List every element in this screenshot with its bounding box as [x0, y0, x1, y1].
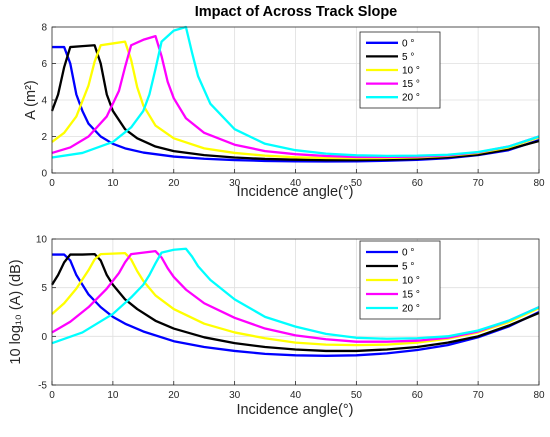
x-tick-label-bottom: 10: [107, 390, 119, 401]
x-tick-label-bottom: 50: [351, 390, 363, 401]
x-tick-label-bottom: 20: [168, 390, 180, 401]
y-tick-label-top: 8: [41, 23, 47, 34]
legend-label-top-2: 10 °: [402, 66, 420, 77]
y-tick-label-top: 0: [41, 169, 47, 180]
y-axis-label-bottom: 10 log₁₀ (A) (dB): [8, 259, 24, 364]
y-tick-label-bottom: 5: [41, 283, 47, 294]
x-tick-label-top: 50: [351, 178, 363, 189]
series-line-bottom-3: [51, 250, 540, 343]
legend-top: 0 ° 5 ° 10 ° 15 ° 20 °: [359, 31, 441, 109]
x-tick-label-bottom: 60: [412, 390, 424, 401]
x-tick-label-top: 10: [107, 178, 119, 189]
y-tick-label-top: 6: [41, 59, 47, 70]
x-tick-label-top: 30: [229, 178, 241, 189]
legend-label-top-1: 5 °: [402, 52, 414, 63]
x-axis-label-top: Incidence angle(°): [236, 184, 353, 200]
ticks-top: 0 10 20 30 40 50 60 70 80 0 2 4 6 8: [41, 23, 545, 190]
x-tick-label-bottom: 30: [229, 390, 241, 401]
legend-bottom: 0 ° 5 ° 10 ° 15 ° 20 °: [359, 240, 441, 320]
x-tick-label-top: 40: [290, 178, 302, 189]
x-tick-label-top: 70: [473, 178, 485, 189]
figure-title: Impact of Across Track Slope: [195, 4, 398, 20]
series-line-top-1: [50, 44, 540, 162]
y-tick-label-top: 4: [41, 96, 47, 107]
x-tick-label-top: 0: [49, 178, 55, 189]
x-tick-label-top: 60: [412, 178, 424, 189]
x-tick-label-bottom: 0: [49, 390, 55, 401]
x-tick-label-top: 80: [533, 178, 545, 189]
legend-label-top-3: 15 °: [402, 79, 420, 90]
y-tick-label-bottom: 10: [36, 235, 48, 246]
x-tick-label-bottom: 80: [533, 390, 545, 401]
x-axis-label-bottom: Incidence angle(°): [236, 402, 353, 418]
x-tick-label-bottom: 40: [290, 390, 302, 401]
chart-top: 0 10 20 30 40 50 60 70 80 0 2 4 6 8 Incidence angle(°…: [23, 23, 545, 201]
y-tick-label-top: 2: [41, 132, 47, 143]
legend-label-bottom-2: 10 °: [402, 276, 420, 287]
series-group-bottom: [51, 247, 540, 357]
series-group-top: [50, 25, 540, 163]
y-tick-label-bottom: 0: [41, 332, 47, 343]
legend-label-bottom-3: 15 °: [402, 290, 420, 301]
x-tick-label-top: 20: [168, 178, 180, 189]
x-tick-label-bottom: 70: [473, 390, 485, 401]
series-line-top-4: [51, 25, 540, 159]
series-line-bottom-4: [51, 247, 540, 345]
legend-label-bottom-0: 0 °: [402, 248, 414, 259]
legend-box-top: [359, 31, 441, 109]
legend-label-top-0: 0 °: [402, 38, 414, 49]
legend-label-bottom-1: 5 °: [402, 262, 414, 273]
legend-label-bottom-4: 20 °: [402, 304, 420, 315]
series-line-bottom-2: [51, 251, 540, 347]
series-line-bottom-1: [51, 252, 540, 353]
y-tick-label-bottom: -5: [38, 381, 47, 392]
y-axis-label-top: A (m²): [23, 80, 39, 119]
legend-label-top-4: 20 °: [402, 93, 420, 104]
